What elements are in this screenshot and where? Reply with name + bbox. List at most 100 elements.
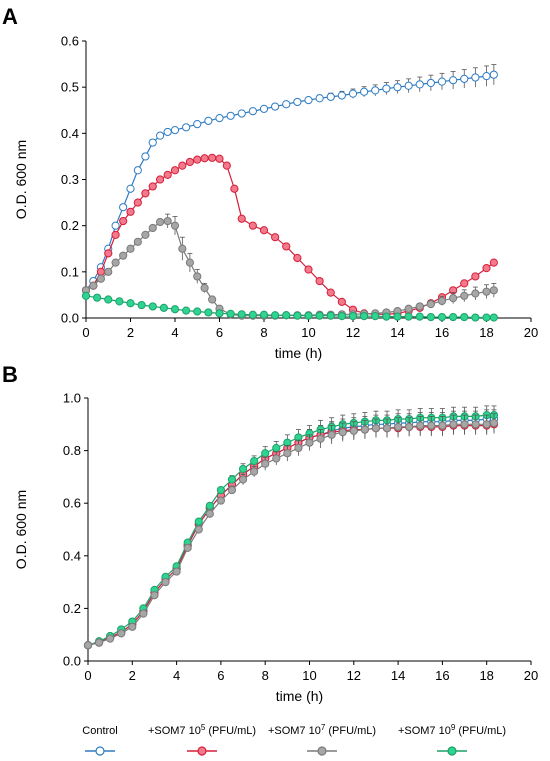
panel-a-data-point bbox=[382, 312, 391, 321]
panel-b-y-tick-label: 0.0 bbox=[63, 654, 81, 669]
panel-b-y-tick-label: 0.4 bbox=[63, 548, 81, 563]
panel-a-data-point bbox=[237, 109, 246, 118]
panel-b-data-point bbox=[117, 629, 126, 638]
legend: Control +SOM7 105 (PFU/mL) +SOM7 107 (PFU/… bbox=[82, 723, 506, 756]
panel-a-data-point bbox=[304, 311, 313, 320]
panel-a-x-tick-label: 6 bbox=[216, 325, 223, 340]
panel-a-data-point bbox=[226, 111, 235, 120]
panel-b-data-point bbox=[238, 464, 248, 474]
panel-b-data-point bbox=[416, 421, 425, 430]
panel-a-y-axis-title: O.D. 600 nm bbox=[13, 140, 29, 219]
panel-a-data-point bbox=[460, 312, 469, 322]
panel-a-series-line bbox=[85, 74, 494, 291]
legend-marker bbox=[197, 746, 207, 756]
legend-label: +SOM7 105 (PFU/mL) bbox=[148, 723, 256, 737]
panel-a-data-point bbox=[163, 170, 172, 179]
panel-b-data-point bbox=[316, 434, 325, 443]
panel-b-data-point bbox=[216, 496, 225, 505]
panel-a-data-point bbox=[404, 312, 413, 321]
panel-a-data-point bbox=[315, 311, 324, 320]
panel-a-data-point bbox=[126, 244, 135, 253]
panel-b-series-line bbox=[87, 422, 495, 646]
panel-a-data-point bbox=[293, 311, 302, 320]
panel-a-data-point bbox=[437, 312, 447, 322]
panel-a-data-point bbox=[460, 74, 469, 83]
panel-a-data-point bbox=[259, 226, 269, 235]
panel-a-data-point bbox=[159, 303, 168, 312]
panel-a-data-point bbox=[460, 291, 469, 300]
panel-a-data-point bbox=[81, 291, 91, 300]
panel-b-data-point bbox=[227, 485, 237, 495]
legend-item-som7_1e5: +SOM7 105 (PFU/mL) bbox=[148, 723, 256, 756]
panel-a-data-point bbox=[126, 184, 135, 193]
panel-a-data-point bbox=[293, 253, 302, 263]
panel-b-data-point bbox=[250, 457, 259, 466]
panel-b-data-point bbox=[272, 454, 281, 463]
panel-a-data-point bbox=[304, 95, 313, 105]
legend-item-som7_1e9: +SOM7 109 (PFU/mL) bbox=[398, 723, 506, 756]
panel-a-data-point bbox=[489, 70, 498, 79]
panel-a-data-point bbox=[208, 295, 217, 304]
panel-a-data-point bbox=[148, 302, 157, 311]
panel-a-data-point bbox=[215, 309, 224, 318]
panel-a-data-point bbox=[215, 154, 224, 163]
panel-a-data-point bbox=[371, 312, 380, 321]
panel-b-data-point bbox=[172, 567, 181, 576]
panel-a-data-point bbox=[111, 221, 120, 230]
panel-a-y-tick-label: 0.6 bbox=[61, 34, 79, 49]
panel-a-data-point bbox=[193, 272, 202, 281]
panel-b-data-point bbox=[294, 443, 303, 453]
panel-a-y-tick-label: 0.1 bbox=[61, 264, 79, 279]
panel-a-data-point bbox=[226, 309, 235, 318]
panel-b-data-point bbox=[327, 430, 336, 439]
panel-a-data-point bbox=[426, 312, 435, 322]
panel-a-data-point bbox=[204, 116, 213, 125]
panel-a-data-point bbox=[133, 166, 142, 175]
panel-b-x-tick-label: 18 bbox=[479, 668, 493, 683]
panel-a-x-tick-label: 18 bbox=[479, 325, 493, 340]
panel-a-data-point bbox=[415, 312, 424, 321]
legend-marker bbox=[447, 746, 457, 756]
panel-a-data-point bbox=[489, 286, 498, 295]
panel-b-data-point bbox=[83, 641, 93, 650]
panel-b-x-tick-label: 6 bbox=[217, 668, 224, 683]
panel-a-data-point bbox=[182, 123, 191, 132]
panel-a-data-point bbox=[237, 214, 246, 223]
panel-b-x-tick-label: 14 bbox=[391, 668, 405, 683]
panel-a-data-point bbox=[326, 288, 335, 297]
panel-a-data-point bbox=[200, 283, 209, 293]
panel-b-data-point bbox=[106, 634, 115, 643]
panel-b-letter: B bbox=[2, 362, 18, 387]
panel-a-data-point bbox=[193, 307, 202, 316]
panel-b-data-point bbox=[394, 422, 403, 432]
panel-a-data-point bbox=[148, 138, 157, 147]
panel-a-data-point bbox=[326, 311, 335, 320]
panel-a-data-point bbox=[282, 100, 291, 109]
panel-b-y-axis-title: O.D. 600 nm bbox=[13, 490, 29, 569]
legend-label: +SOM7 109 (PFU/mL) bbox=[398, 723, 506, 737]
panel-a-x-tick-label: 12 bbox=[346, 325, 360, 340]
panel-a-data-point bbox=[208, 153, 217, 162]
panel-a-data-point bbox=[155, 131, 165, 140]
panel-a-data-point bbox=[437, 296, 447, 306]
panel-a-x-tick-label: 16 bbox=[435, 325, 449, 340]
panel-b-x-tick-label: 16 bbox=[435, 668, 449, 683]
panel-a-data-point bbox=[482, 313, 491, 322]
panel-a-data-point bbox=[248, 310, 257, 319]
panel-b-data-point bbox=[460, 420, 469, 429]
panel-a-data-point bbox=[185, 258, 195, 267]
panel-a-data-point bbox=[348, 89, 358, 98]
panel-b: B 0.0 0.2 0.4 0.6 0.8 1.0 0 2 4 6 8 10 12 14 16 18 20 tim… bbox=[2, 362, 538, 704]
panel-b-data-point bbox=[183, 543, 192, 553]
panel-a-data-point bbox=[282, 242, 291, 251]
panel-a-data-point bbox=[89, 281, 98, 290]
panel-a-data-point bbox=[163, 127, 172, 137]
panel-b-data-point bbox=[338, 428, 347, 437]
panel-b-data-point bbox=[205, 509, 214, 518]
legend-marker bbox=[95, 746, 105, 756]
panel-a-x-tick-label: 4 bbox=[171, 325, 178, 340]
panel-a-data-point bbox=[382, 84, 391, 93]
panel-a-data-point bbox=[426, 78, 435, 88]
panel-a-data-point bbox=[348, 312, 358, 321]
